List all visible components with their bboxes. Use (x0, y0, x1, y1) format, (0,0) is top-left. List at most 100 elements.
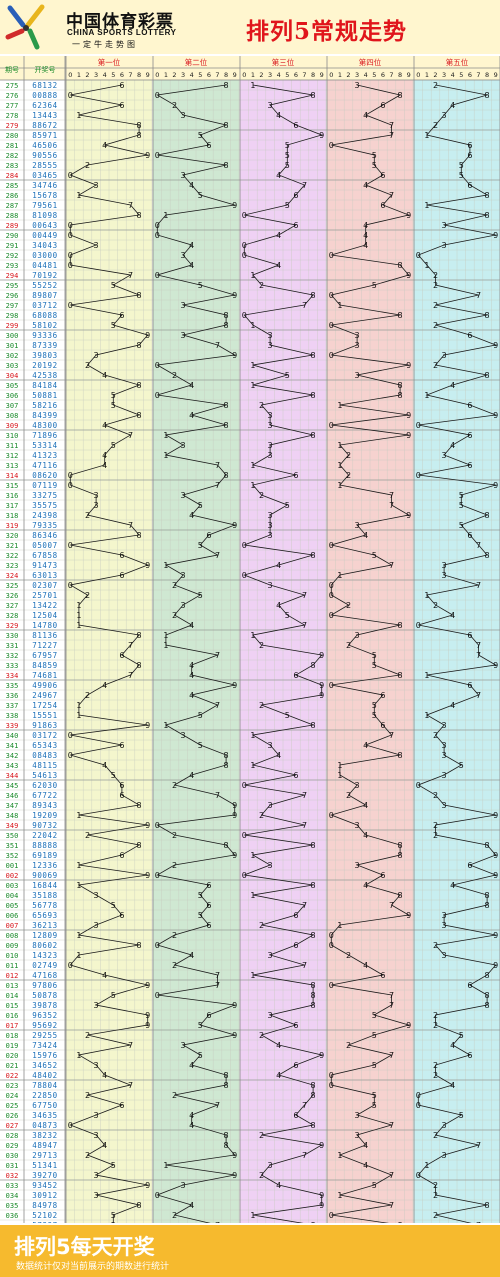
winning-digit-mark: 6 (293, 191, 298, 200)
draw-number-cell: 46506 (32, 141, 58, 150)
winning-digit-mark: 8 (311, 1091, 316, 1100)
winning-digit-mark: 3 (181, 1041, 186, 1050)
winning-digit-mark: 5 (459, 761, 464, 770)
issue-cell: 030 (6, 1152, 19, 1160)
winning-digit-mark: 5 (372, 661, 377, 670)
winning-digit-mark: 5 (372, 711, 377, 720)
draw-number-cell: 15551 (32, 711, 58, 720)
issue-cell: 020 (6, 1052, 19, 1060)
draw-number-cell: 93336 (32, 331, 58, 340)
draw-number-cell: 67858 (32, 551, 58, 560)
winning-digit-mark: 0 (329, 251, 334, 260)
issue-cell: 275 (6, 82, 19, 90)
issue-cell: 319 (6, 522, 19, 530)
draw-number-cell: 14780 (32, 621, 58, 630)
winning-digit-mark: 3 (181, 111, 186, 120)
winning-digit-mark: 1 (337, 1151, 342, 1160)
issue-cell: 035 (6, 1202, 19, 1210)
winning-digit-mark: 3 (442, 741, 447, 750)
draw-number-cell: 97806 (32, 981, 58, 990)
issue-cell: 323 (6, 562, 19, 570)
issue-cell: 017 (6, 1022, 19, 1030)
page-header: 中国体育彩票 CHINA SPORTS LOTTERY 一定牛走势图 排列5常规… (0, 0, 500, 54)
draw-number-cell: 39270 (32, 1171, 58, 1180)
winning-digit-mark: 4 (102, 761, 107, 770)
winning-digit-mark: 2 (172, 1091, 177, 1100)
draw-number-cell: 95692 (32, 1021, 58, 1030)
issue-column-header: 期号 (5, 66, 19, 74)
issue-cell: 294 (6, 272, 19, 280)
winning-digit-mark: 5 (372, 1011, 377, 1020)
winning-digit-mark: 4 (102, 451, 107, 460)
issue-cell: 283 (6, 162, 19, 170)
issue-cell: 301 (6, 342, 19, 350)
winning-digit-mark: 4 (189, 1121, 194, 1130)
winning-digit-mark: 9 (232, 851, 237, 860)
winning-digit-mark: 6 (206, 901, 211, 910)
number-column-header: 开奖号 (35, 65, 56, 74)
winning-digit-mark: 4 (189, 181, 194, 190)
winning-digit-mark: 2 (433, 1181, 438, 1190)
winning-digit-mark: 3 (181, 571, 186, 580)
china-sports-lottery-logo-icon (5, 4, 45, 50)
winning-digit-mark: 2 (259, 701, 264, 710)
winning-digit-mark: 6 (293, 941, 298, 950)
winning-digit-mark: 2 (433, 271, 438, 280)
issue-cell: 006 (6, 912, 19, 920)
winning-digit-mark: 5 (198, 541, 203, 550)
winning-digit-mark: 6 (119, 651, 124, 660)
winning-digit-mark: 1 (163, 561, 168, 570)
issue-cell: 025 (6, 1102, 19, 1110)
winning-digit-mark: 0 (329, 321, 334, 330)
winning-digit-mark: 2 (172, 831, 177, 840)
winning-digit-mark: 3 (355, 821, 360, 830)
winning-digit-mark: 9 (406, 911, 411, 920)
winning-digit-mark: 1 (163, 631, 168, 640)
draw-number-cell: 20192 (32, 361, 58, 370)
winning-digit-mark: 0 (68, 251, 73, 260)
position-header: 第三位 (272, 57, 295, 67)
winning-digit-mark: 1 (337, 401, 342, 410)
winning-digit-mark: 6 (467, 531, 472, 540)
winning-digit-mark: 9 (406, 511, 411, 520)
header-rule-lines (0, 67, 500, 81)
winning-digit-mark: 4 (102, 421, 107, 430)
digit-header: 7 (389, 71, 393, 79)
winning-digit-mark: 2 (85, 691, 90, 700)
winning-digit-mark: 1 (250, 381, 255, 390)
winning-digit-mark: 3 (94, 1111, 99, 1120)
winning-digit-mark: 5 (198, 1021, 203, 1030)
winning-digit-mark: 6 (380, 691, 385, 700)
issue-cell: 335 (6, 682, 19, 690)
winning-digit-mark: 3 (268, 801, 273, 810)
issue-cell: 021 (6, 1062, 19, 1070)
winning-digit-mark: 8 (485, 551, 490, 560)
winning-digit-mark: 0 (155, 361, 160, 370)
winning-digit-mark: 9 (145, 981, 150, 990)
winning-digit-mark: 9 (232, 811, 237, 820)
winning-digit-mark: 3 (94, 891, 99, 900)
draw-number-cell: 68088 (32, 311, 58, 320)
winning-digit-mark: 8 (224, 1141, 229, 1150)
issue-cell: 344 (6, 772, 19, 780)
winning-digit-mark: 1 (163, 431, 168, 440)
winning-digit-mark: 2 (172, 781, 177, 790)
winning-digit-mark: 6 (293, 221, 298, 230)
draw-number-cell: 08483 (32, 751, 58, 760)
winning-digit-mark: 3 (442, 111, 447, 120)
winning-digit-mark: 8 (485, 191, 490, 200)
winning-digit-mark: 9 (319, 1191, 324, 1200)
digit-header: 7 (302, 71, 306, 79)
draw-number-cell: 56778 (32, 901, 58, 910)
draw-number-cell: 91473 (32, 561, 58, 570)
draw-number-cell: 79335 (32, 521, 58, 530)
winning-digit-mark: 3 (355, 631, 360, 640)
winning-digit-mark: 1 (76, 621, 81, 630)
winning-digit-mark: 8 (311, 431, 316, 440)
winning-digit-mark: 7 (476, 1221, 481, 1223)
draw-number-cell: 13422 (32, 601, 58, 610)
winning-digit-mark: 0 (242, 781, 247, 790)
winning-digit-mark: 0 (329, 421, 334, 430)
draw-number-cell: 48402 (32, 1071, 58, 1080)
digit-header: 5 (285, 71, 289, 79)
